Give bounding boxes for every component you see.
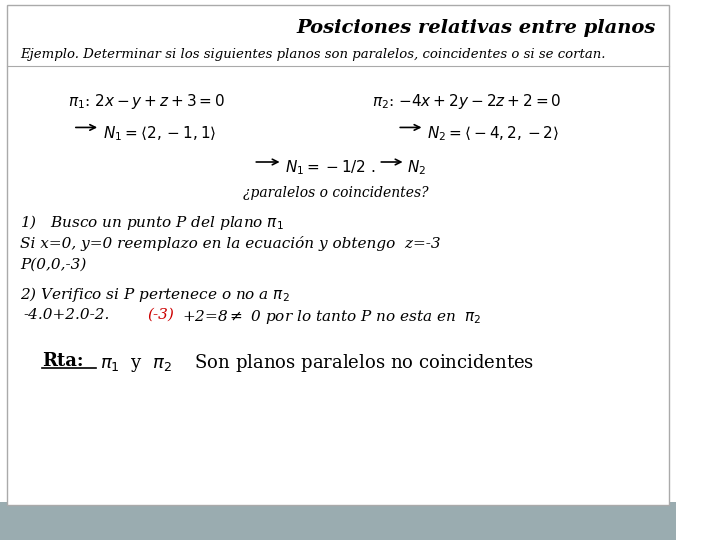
- Text: (-3): (-3): [148, 308, 174, 322]
- FancyBboxPatch shape: [6, 5, 669, 505]
- Text: 1)   Busco un punto P del plano $\pi_1$: 1) Busco un punto P del plano $\pi_1$: [20, 213, 284, 232]
- Text: $\pi_1$  y  $\pi_2$    Son planos paralelos no coincidentes: $\pi_1$ y $\pi_2$ Son planos paralelos n…: [100, 352, 534, 374]
- Text: $\pi_2$: $-4x + 2y - 2z + 2 = 0$: $\pi_2$: $-4x + 2y - 2z + 2 = 0$: [372, 92, 561, 111]
- Text: ¿paralelos o coincidentes?: ¿paralelos o coincidentes?: [243, 186, 429, 200]
- Text: 2) Verifico si P pertenece o no a $\pi_2$: 2) Verifico si P pertenece o no a $\pi_2…: [20, 285, 290, 304]
- Text: $N_1 = \langle 2,-1,1\rangle$: $N_1 = \langle 2,-1,1\rangle$: [103, 124, 216, 143]
- Text: $N_1 = -1/2\ .$: $N_1 = -1/2\ .$: [285, 159, 376, 178]
- Text: $\pi_1$: $2x - y + z + 3 = 0$: $\pi_1$: $2x - y + z + 3 = 0$: [68, 92, 225, 111]
- Text: P(0,0,-3): P(0,0,-3): [20, 258, 86, 272]
- Text: Rta:: Rta:: [42, 352, 84, 370]
- Text: Posiciones relativas entre planos: Posiciones relativas entre planos: [296, 19, 655, 37]
- Text: Si x=0, y=0 reemplazo en la ecuación y obtengo  z=-3: Si x=0, y=0 reemplazo en la ecuación y o…: [20, 236, 441, 251]
- Text: $N_2$: $N_2$: [408, 159, 426, 178]
- Text: Ejemplo. Determinar si los siguientes planos son paralelos, coincidentes o si se: Ejemplo. Determinar si los siguientes pl…: [20, 48, 606, 60]
- Text: +2=8$\neq$ 0 por lo tanto P no esta en  $\pi_2$: +2=8$\neq$ 0 por lo tanto P no esta en $…: [182, 308, 482, 326]
- Text: -4.0+2.0-2.: -4.0+2.0-2.: [24, 308, 110, 322]
- Text: $N_2 = \langle -4,2,-2\rangle$: $N_2 = \langle -4,2,-2\rangle$: [427, 124, 559, 143]
- FancyBboxPatch shape: [0, 502, 676, 540]
